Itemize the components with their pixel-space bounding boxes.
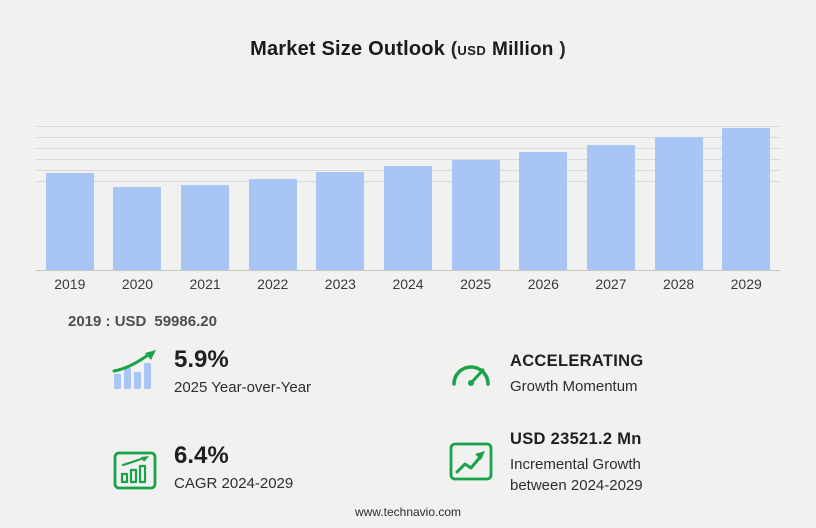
cagr-chart-icon [113, 451, 157, 490]
gridline [36, 159, 780, 160]
bar-slot [442, 160, 510, 270]
bar-slot [171, 185, 239, 270]
stat-text: ACCELERATING Growth Momentum [510, 352, 643, 397]
bar-2027 [586, 145, 635, 270]
stat-growth-momentum: ACCELERATING Growth Momentum [448, 352, 643, 397]
bar-2021 [181, 185, 230, 270]
bar-slot [509, 152, 577, 270]
gridline [36, 148, 780, 149]
title-main: Market Size Outlook [250, 38, 446, 60]
title-unit: Million [492, 39, 554, 60]
base-year-amount: 59986.20 [154, 313, 217, 330]
incremental-growth-value: USD 23521.2 Mn [510, 430, 642, 448]
growth-momentum-value: ACCELERATING [510, 352, 644, 370]
bar-slot [104, 187, 172, 270]
yoy-growth-value: 5.9% [174, 346, 229, 373]
x-axis-label-2024: 2024 [392, 276, 424, 292]
bar-slot [712, 128, 780, 270]
stat-text: USD 23521.2 Mn Incremental Growth betwee… [510, 430, 690, 496]
x-axis-label-2025: 2025 [460, 276, 492, 292]
x-axis-label-2029: 2029 [730, 276, 762, 292]
stat-text: 5.9% 2025 Year-over-Year [174, 346, 312, 399]
title-currency: USD [457, 43, 487, 58]
x-axis-line [36, 270, 780, 271]
stat-incremental-growth: USD 23521.2 Mn Incremental Growth betwee… [448, 430, 690, 496]
bar-2029 [722, 128, 771, 270]
bar-slot [577, 145, 645, 270]
title-paren-close: ) [559, 39, 566, 60]
x-axis-label-2027: 2027 [595, 276, 627, 292]
gridline [36, 137, 780, 138]
bar-slot [307, 172, 375, 270]
bar-slot [374, 166, 442, 270]
x-axis-label-2026: 2026 [527, 276, 559, 292]
x-axis-label-2021: 2021 [189, 276, 221, 292]
x-axis-label-2019: 2019 [54, 276, 86, 292]
yoy-growth-icon [112, 350, 156, 389]
x-axis-label-2020: 2020 [121, 276, 154, 292]
website-url: www.technavio.com [354, 505, 462, 519]
bar-2024 [384, 166, 433, 270]
x-axis-label-2028: 2028 [663, 276, 695, 292]
bar-2019 [45, 173, 94, 270]
incremental-growth-icon [449, 442, 493, 481]
speedometer-icon [452, 365, 490, 386]
x-axis-labels: 2019 2020 2021 2022 2023 2024 2025 2026 2027 2028… [36, 276, 780, 292]
page-title: Market Size Outlook (USD Million ) [0, 38, 816, 61]
cagr-label: CAGR 2024-2029 [174, 475, 294, 493]
stat-text: 6.4% CAGR 2024-2029 [174, 442, 294, 495]
base-year-value: 2019 : USD 59986.20 [68, 313, 217, 330]
bar-plot [36, 120, 780, 270]
bar-2020 [113, 187, 162, 270]
title-paren-open: ( [450, 39, 458, 60]
bar-chart: 2019 2020 2021 2022 2023 2024 2025 2026 2027 2028… [36, 120, 780, 292]
cagr-value: 6.4% [174, 442, 229, 469]
bar-slot [645, 137, 713, 270]
base-year-label: 2019 : USD [68, 313, 147, 330]
growth-momentum-label: Growth Momentum [510, 377, 638, 395]
bar-2022 [248, 179, 297, 270]
bar-2028 [654, 137, 703, 270]
bar-2023 [316, 172, 365, 270]
bar-2025 [451, 160, 500, 270]
stat-cagr: 6.4% CAGR 2024-2029 [112, 442, 294, 495]
incremental-growth-label: Incremental Growth between 2024-2029 [510, 455, 643, 495]
x-axis-label-2022: 2022 [257, 276, 289, 292]
stat-yoy-growth: 5.9% 2025 Year-over-Year [112, 346, 312, 399]
yoy-growth-label: 2025 Year-over-Year [174, 379, 312, 397]
bar-2026 [519, 152, 568, 270]
x-axis-label-2023: 2023 [324, 276, 356, 292]
bar-slot [36, 173, 104, 270]
bar-slot [239, 179, 307, 270]
gridline [36, 126, 780, 127]
